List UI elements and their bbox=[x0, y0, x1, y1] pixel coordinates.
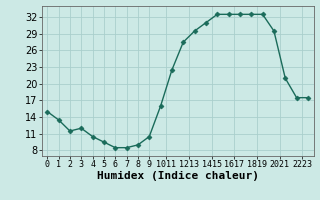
X-axis label: Humidex (Indice chaleur): Humidex (Indice chaleur) bbox=[97, 171, 259, 181]
